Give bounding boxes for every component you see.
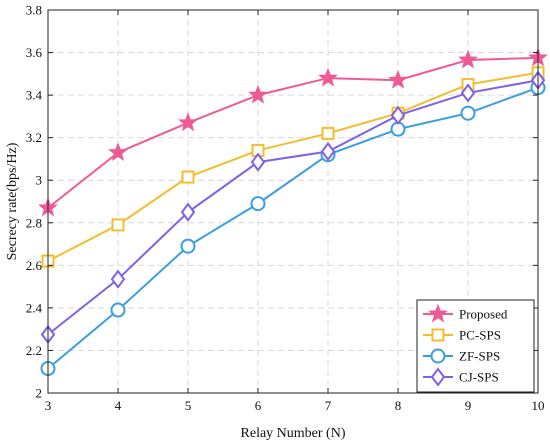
data-point [320,141,336,162]
legend-label: Proposed [459,307,508,322]
series-proposed [38,47,548,217]
data-point [250,196,266,212]
legend-label: ZF-SPS [459,349,500,364]
data-point [111,218,125,232]
y-tick-label: 2.8 [26,215,42,230]
series-line [47,86,539,370]
y-tick-label: 3.4 [26,88,43,103]
data-point [178,112,198,132]
x-tick-label: 4 [115,398,122,413]
legend-marker [428,303,448,323]
y-tick-label: 3.6 [26,45,43,60]
legend-marker [430,348,446,364]
y-tick-label: 2.4 [26,300,43,315]
x-tick-label: 8 [395,398,402,413]
legend-label: CJ-SPS [459,370,499,385]
legend-label: PC-SPS [459,328,501,343]
data-point [110,302,126,318]
legend-entry: CJ-SPS [423,367,499,387]
x-tick-label: 6 [255,398,262,413]
legend-marker [430,367,446,387]
data-point [250,152,266,172]
axis-ticks: 3 4 5 6 7 8 9 10 2 2.2 2.4 2.6 2.8 3 3.2 3.4 3.6 3.8 [26,3,545,414]
series-line [47,71,539,262]
y-tick-label: 2.6 [26,258,43,273]
y-tick-label: 3.8 [26,3,42,18]
data-point [321,126,335,140]
x-tick-label: 3 [45,398,52,413]
data-point [248,84,268,104]
legend-marker [431,328,445,342]
x-axis-title: Relay Number (N) [241,426,346,441]
x-tick-label: 7 [325,398,332,413]
data-point [388,69,408,89]
data-point [390,105,406,125]
series-layer [38,47,548,377]
series-zf-sps [40,80,546,377]
legend-entry: PC-SPS [423,328,501,343]
y-axis-title: Secrecy rate(bps/Hz) [5,142,20,260]
x-tick-label: 5 [185,398,192,413]
data-point [318,67,338,87]
plot-frame [47,9,539,394]
x-tick-label: 9 [465,398,472,413]
x-tick-label: 10 [532,398,545,413]
legend-entry: ZF-SPS [423,348,500,364]
data-point [458,49,478,69]
data-point [460,83,476,103]
y-tick-label: 3 [36,173,43,188]
legend-entry: Proposed [423,303,508,323]
data-point [460,105,476,121]
legend: Proposed PC-SPS ZF-SPS CJ-SPS [416,299,535,393]
series-line [47,79,539,336]
data-point [180,238,196,254]
data-point [110,269,126,289]
series-line [47,56,539,209]
data-point [181,170,195,184]
y-tick-label: 3.2 [26,130,42,145]
y-tick-label: 2.2 [26,343,42,358]
data-point [180,202,196,222]
data-point [108,142,128,161]
y-tick-label: 2 [36,386,43,401]
